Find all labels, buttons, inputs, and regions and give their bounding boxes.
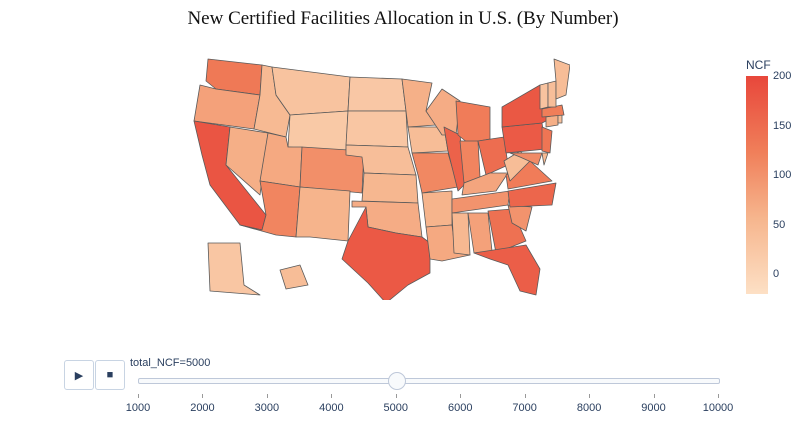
colorbar-tick-label: 0 bbox=[773, 268, 780, 281]
state-ms[interactable] bbox=[451, 212, 471, 256]
state-nv[interactable] bbox=[225, 126, 269, 196]
stop-button[interactable]: ■ bbox=[95, 360, 125, 390]
slider-tick bbox=[524, 394, 526, 398]
slider-tick-label: 5000 bbox=[383, 402, 409, 414]
state-de[interactable] bbox=[541, 152, 549, 166]
colorbar-tick-label: 150 bbox=[773, 119, 792, 132]
state-al[interactable] bbox=[467, 212, 493, 254]
colorbar-title: NCF bbox=[746, 58, 771, 72]
state-oh[interactable] bbox=[477, 136, 509, 176]
state-vt[interactable] bbox=[539, 82, 549, 110]
state-nh[interactable] bbox=[547, 80, 557, 108]
slider-tick bbox=[653, 394, 655, 398]
us-choropleth-map bbox=[193, 58, 570, 300]
state-ar[interactable] bbox=[421, 190, 453, 228]
slider-tick bbox=[460, 394, 462, 398]
slider-tick bbox=[395, 394, 397, 398]
slider-tick bbox=[589, 394, 591, 398]
slider-tick-label: 2000 bbox=[190, 402, 215, 414]
chart-title: New Certified Facilities Allocation in U… bbox=[187, 8, 619, 29]
slider-tick bbox=[202, 394, 204, 398]
state-mn[interactable] bbox=[401, 78, 437, 128]
colorbar-tick-label: 200 bbox=[773, 70, 792, 82]
state-ks[interactable] bbox=[361, 172, 419, 204]
slider-tick bbox=[331, 394, 333, 398]
stop-icon: ■ bbox=[106, 369, 114, 381]
state-co[interactable] bbox=[299, 146, 365, 194]
slider-tick-label: 4000 bbox=[319, 402, 344, 414]
state-pa[interactable] bbox=[501, 122, 547, 154]
colorbar-tick-label: 100 bbox=[773, 169, 792, 182]
play-icon: ▶ bbox=[74, 369, 84, 382]
slider-tick-label: 1000 bbox=[125, 402, 151, 414]
slider-current-value: total_NCF=5000 bbox=[130, 357, 211, 369]
slider-track[interactable] bbox=[138, 378, 720, 384]
slider-tick bbox=[138, 394, 139, 398]
colorbar bbox=[746, 76, 768, 294]
play-button[interactable]: ▶ bbox=[64, 360, 94, 390]
slider-tick bbox=[266, 394, 268, 398]
slider-tick-label: 8000 bbox=[576, 402, 602, 414]
state-nc[interactable] bbox=[507, 182, 557, 208]
state-hi[interactable] bbox=[279, 264, 309, 290]
state-ak[interactable] bbox=[207, 242, 261, 296]
state-nj[interactable] bbox=[541, 126, 553, 154]
state-mi[interactable] bbox=[455, 100, 491, 144]
colorbar-tick-label: 50 bbox=[773, 218, 786, 231]
slider-tick-label: 6000 bbox=[447, 402, 473, 414]
slider-tick bbox=[718, 394, 719, 398]
state-nm[interactable] bbox=[295, 186, 351, 242]
state-md[interactable] bbox=[509, 152, 543, 166]
state-me[interactable] bbox=[553, 58, 570, 100]
slider-knob[interactable] bbox=[387, 372, 406, 390]
state-mo[interactable] bbox=[411, 152, 459, 194]
state-wy[interactable] bbox=[287, 110, 349, 152]
slider-tick-label: 3000 bbox=[254, 402, 280, 414]
slider-tick-label: 9000 bbox=[641, 402, 666, 414]
slider-tick-label: 10000 bbox=[702, 402, 734, 414]
state-ri[interactable] bbox=[557, 114, 563, 124]
state-in[interactable] bbox=[459, 140, 481, 184]
state-fl[interactable] bbox=[473, 244, 541, 296]
state-ky[interactable] bbox=[461, 172, 509, 196]
slider-tick-label: 7000 bbox=[512, 402, 537, 414]
state-nd[interactable] bbox=[347, 76, 407, 112]
state-sd[interactable] bbox=[345, 110, 409, 148]
